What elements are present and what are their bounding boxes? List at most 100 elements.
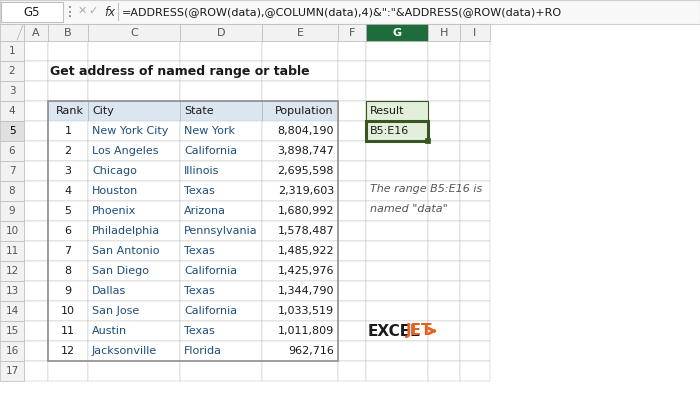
Bar [88, 141, 180, 161]
Text: 3: 3 [8, 86, 15, 96]
Bar [366, 221, 428, 241]
Bar [460, 281, 490, 301]
Text: San Jose: San Jose [92, 306, 139, 316]
Bar [262, 221, 338, 241]
Text: Result: Result [370, 106, 405, 116]
Bar [48, 161, 88, 181]
Bar [180, 201, 262, 221]
Bar [0, 241, 24, 261]
Text: 8,804,190: 8,804,190 [277, 126, 334, 136]
Bar [428, 101, 460, 121]
Bar [88, 161, 180, 181]
Text: 9: 9 [64, 286, 71, 296]
Bar [366, 341, 428, 361]
Text: Chicago: Chicago [92, 166, 137, 176]
Bar [262, 261, 338, 281]
Bar [428, 241, 460, 261]
Bar [180, 41, 262, 61]
Bar [180, 341, 262, 361]
Bar [88, 201, 180, 221]
Text: California: California [184, 266, 237, 276]
Text: B5:E16: B5:E16 [370, 126, 410, 136]
Bar [0, 81, 24, 101]
Bar [338, 281, 366, 301]
Bar [460, 321, 490, 341]
Bar [88, 101, 180, 121]
Bar [180, 281, 262, 301]
Bar [118, 3, 119, 21]
Text: Dallas: Dallas [92, 286, 126, 296]
Text: 1,680,992: 1,680,992 [277, 206, 334, 216]
Bar [48, 181, 88, 201]
Bar [460, 101, 490, 121]
Bar [428, 341, 460, 361]
Text: 1,485,922: 1,485,922 [277, 246, 334, 256]
Text: San Diego: San Diego [92, 266, 149, 276]
Bar [460, 261, 490, 281]
Bar [48, 301, 88, 321]
Bar [24, 101, 48, 121]
Bar [88, 321, 180, 341]
Bar [88, 121, 180, 141]
Bar [366, 361, 428, 381]
Text: 17: 17 [6, 366, 19, 376]
Bar [460, 141, 490, 161]
Text: I: I [473, 28, 477, 38]
Bar [180, 221, 262, 241]
Bar [180, 301, 262, 321]
Bar [48, 301, 88, 321]
Bar [180, 141, 262, 161]
Bar [262, 321, 338, 341]
Text: named "data": named "data" [370, 204, 448, 214]
Text: Jacksonville: Jacksonville [92, 346, 158, 356]
Text: 16: 16 [6, 346, 19, 356]
Text: 6: 6 [8, 146, 15, 156]
Bar [338, 181, 366, 201]
Bar [262, 121, 338, 141]
Text: Texas: Texas [184, 286, 215, 296]
Text: 2,319,603: 2,319,603 [278, 186, 334, 196]
Text: The range B5:E16 is: The range B5:E16 is [370, 184, 482, 194]
Bar [366, 321, 428, 341]
Bar [460, 81, 490, 101]
Text: Austin: Austin [92, 326, 127, 336]
Bar [338, 301, 366, 321]
Text: 9: 9 [8, 206, 15, 216]
Bar [262, 301, 338, 321]
Text: A: A [32, 28, 40, 38]
Text: 1,033,519: 1,033,519 [278, 306, 334, 316]
Bar [0, 321, 24, 341]
Bar [24, 121, 48, 141]
Text: D: D [217, 28, 225, 38]
Bar [428, 261, 460, 281]
Bar [180, 141, 262, 161]
Bar [262, 221, 338, 241]
Bar [180, 121, 262, 141]
Bar [88, 181, 180, 201]
Bar [0, 61, 24, 81]
Bar [88, 281, 180, 301]
Text: Houston: Houston [92, 186, 139, 196]
Text: 5: 5 [8, 126, 15, 136]
Text: New York City: New York City [92, 126, 169, 136]
Bar [180, 81, 262, 101]
Bar [48, 201, 88, 221]
Bar [460, 41, 490, 61]
Text: Texas: Texas [184, 186, 215, 196]
Text: 1,578,487: 1,578,487 [277, 226, 334, 236]
Text: 2: 2 [64, 146, 71, 156]
Bar [0, 141, 24, 161]
Text: 14: 14 [6, 306, 19, 316]
Bar [262, 181, 338, 201]
Bar [460, 301, 490, 321]
Bar [262, 341, 338, 361]
Text: Phoenix: Phoenix [92, 206, 136, 216]
Bar [262, 101, 338, 121]
Bar [428, 321, 460, 341]
Bar [366, 181, 428, 201]
Bar [338, 41, 366, 61]
Bar [24, 41, 48, 61]
Text: 1: 1 [8, 46, 15, 56]
Bar [0, 201, 24, 221]
Bar [48, 321, 88, 341]
